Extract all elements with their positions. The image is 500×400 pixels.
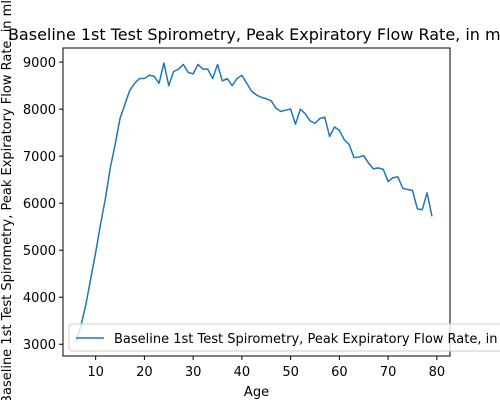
- y-tick-label: 3000: [23, 338, 56, 353]
- legend-label: Baseline 1st Test Spirometry, Peak Expir…: [114, 332, 500, 347]
- legend-box: [68, 323, 500, 352]
- plot-frame: [62, 47, 451, 357]
- y-tick-label: 5000: [23, 244, 56, 259]
- chart-title: Baseline 1st Test Spirometry, Peak Expir…: [8, 25, 500, 44]
- legend: Baseline 1st Test Spirometry, Peak Expir…: [68, 323, 500, 352]
- y-tick-label: 7000: [23, 150, 56, 165]
- x-tick-label: 60: [331, 365, 348, 380]
- y-tick-label: 8000: [23, 103, 56, 118]
- plot-layer: [75, 62, 433, 343]
- x-tick-label: 40: [234, 365, 251, 380]
- x-axis: 10 20 30 40 50 60 70 80: [87, 356, 445, 380]
- x-tick-label: 50: [282, 365, 299, 380]
- y-axis-label: Baseline 1st Test Spirometry, Peak Expir…: [0, 0, 15, 400]
- x-tick-label: 80: [429, 365, 446, 380]
- x-tick-label: 20: [136, 365, 153, 380]
- y-tick-label: 4000: [23, 291, 56, 306]
- x-tick-label: 10: [87, 365, 104, 380]
- y-tick-label: 6000: [23, 197, 56, 212]
- x-axis-label: Age: [244, 385, 269, 400]
- series-line: [75, 62, 433, 343]
- y-tick-label: 9000: [23, 56, 56, 71]
- x-tick-label: 70: [380, 365, 397, 380]
- x-tick-label: 30: [185, 365, 202, 380]
- y-axis: 3000 4000 5000 6000 7000 8000 9000: [23, 56, 63, 353]
